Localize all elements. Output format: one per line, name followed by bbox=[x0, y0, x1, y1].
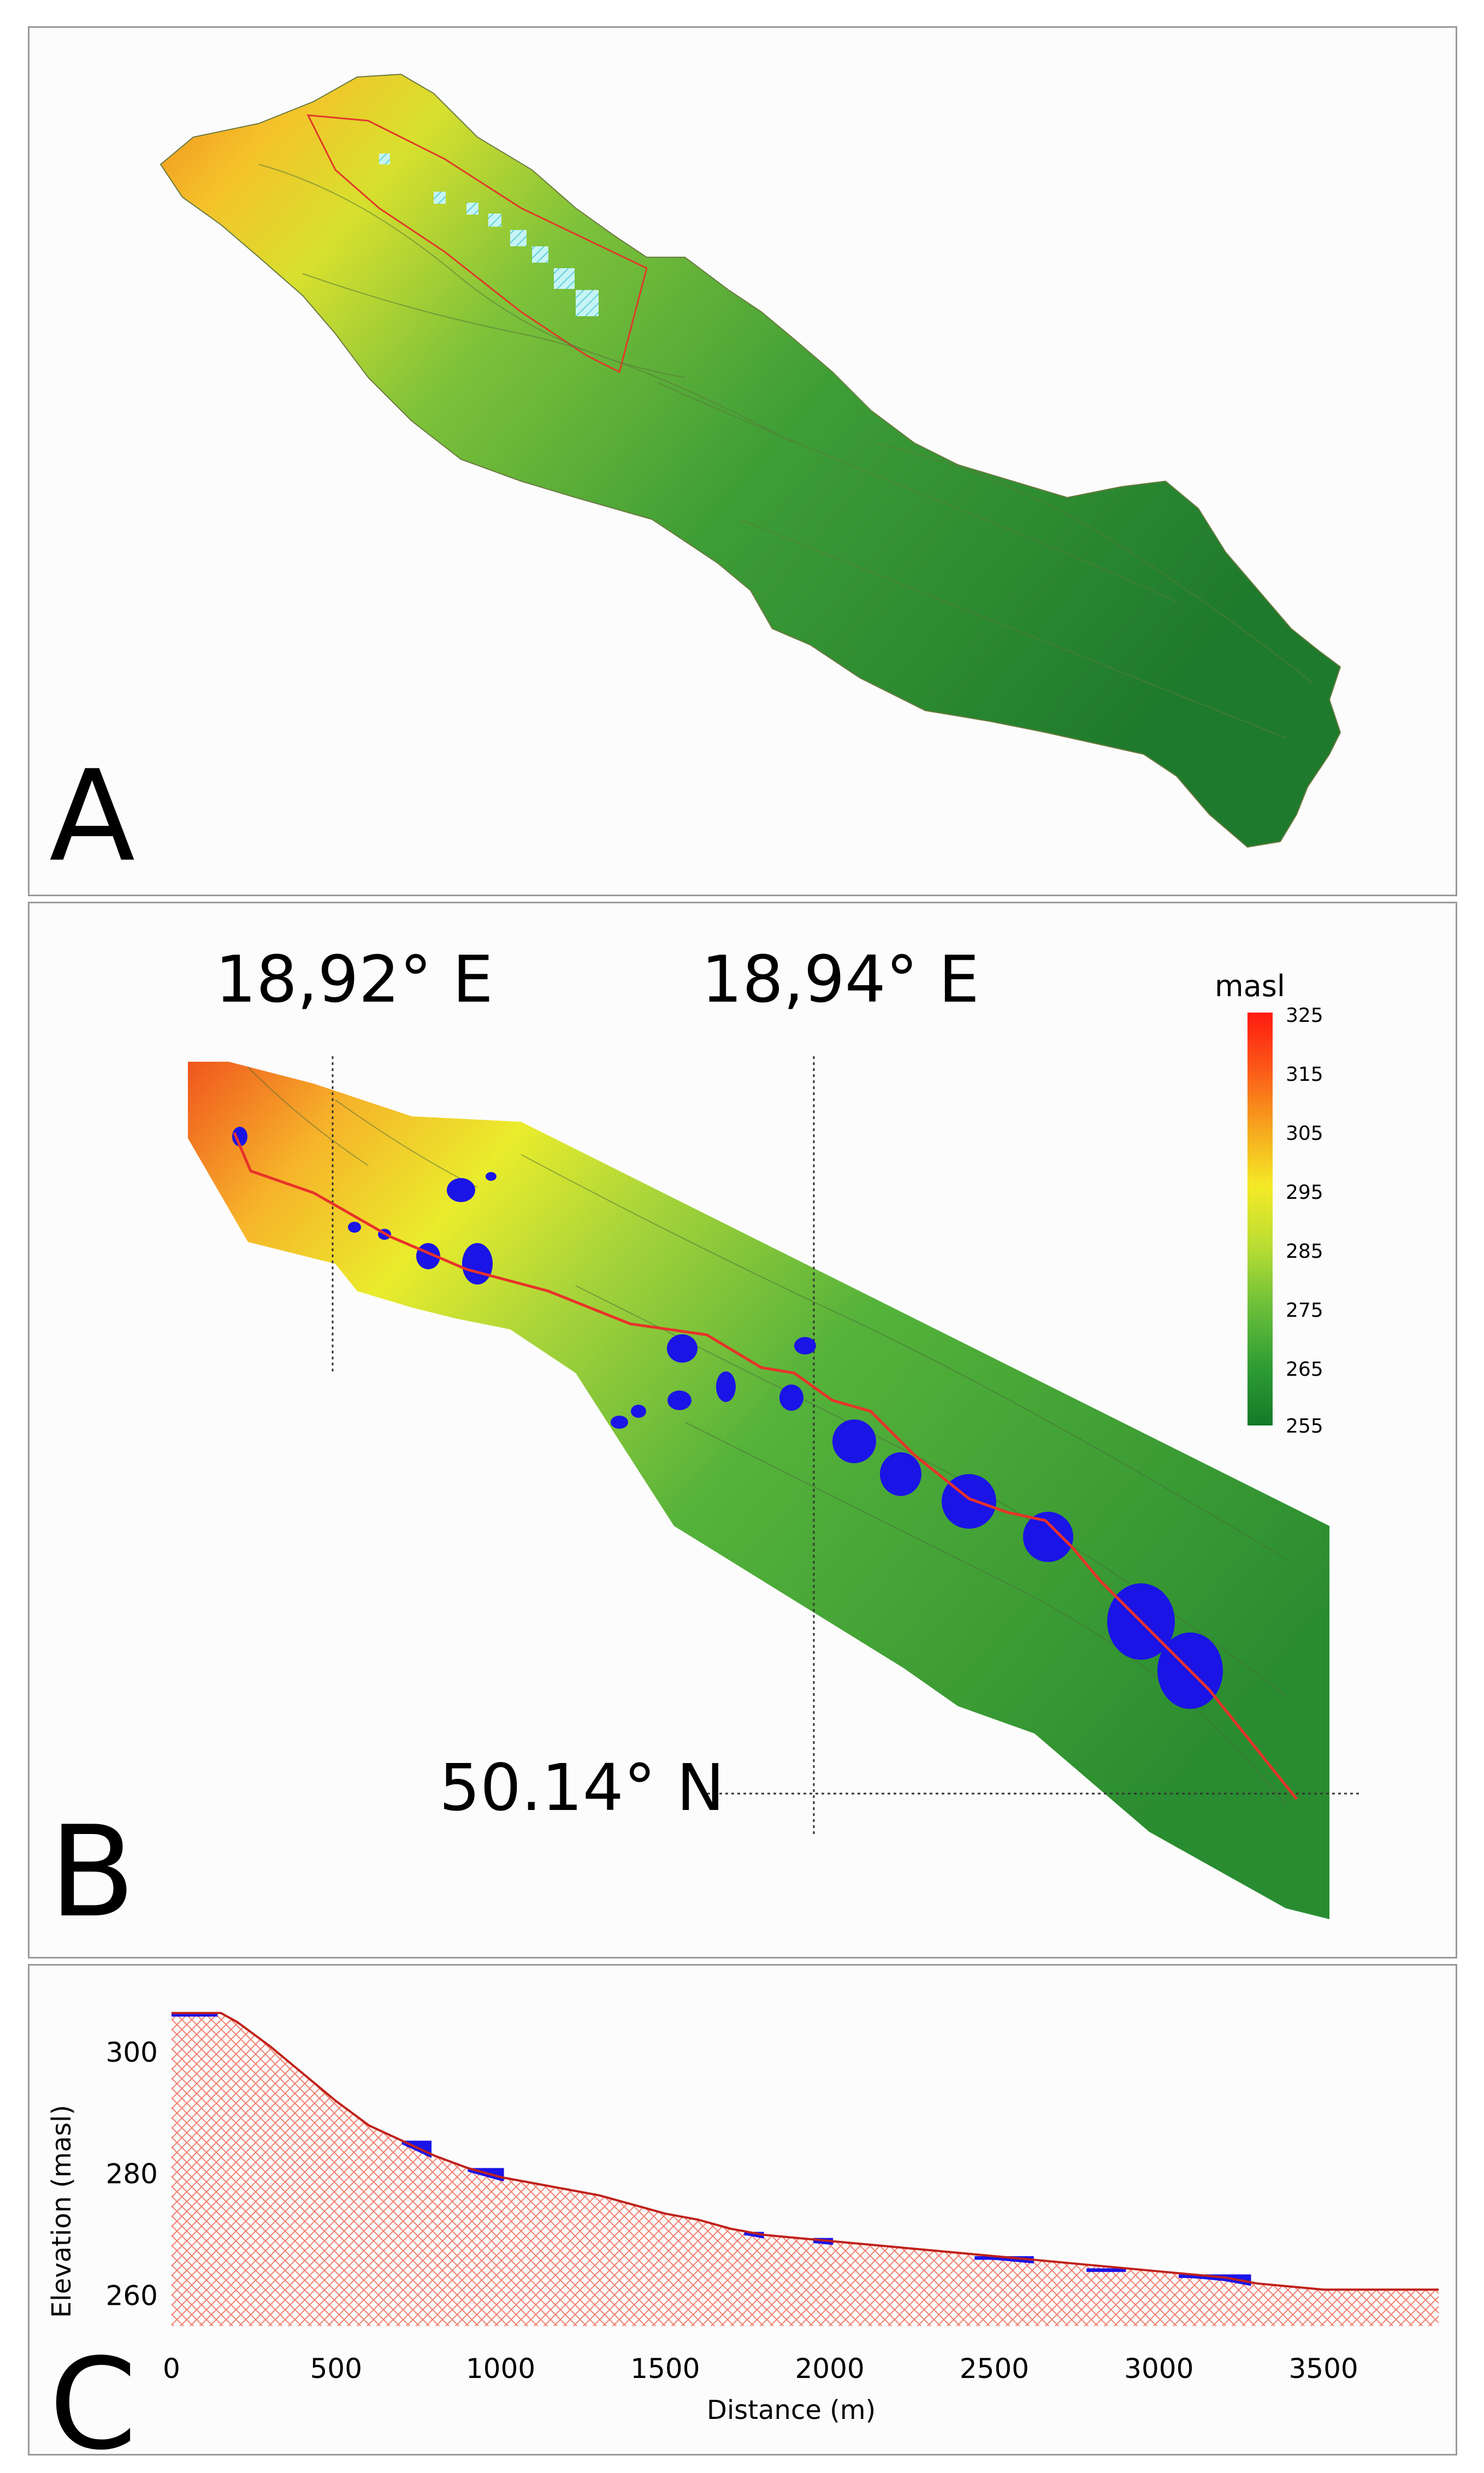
x-tick-label: 1000 bbox=[466, 2353, 535, 2385]
legend-tick: 315 bbox=[1286, 1063, 1323, 1086]
pond-marker bbox=[554, 268, 575, 289]
pond-marker bbox=[434, 192, 446, 204]
legend-tick: 295 bbox=[1286, 1181, 1323, 1204]
x-tick-label: 0 bbox=[163, 2353, 180, 2385]
legend-tick: 255 bbox=[1286, 1415, 1323, 1437]
x-tick-label: 2500 bbox=[960, 2353, 1029, 2385]
terrain-area bbox=[172, 2013, 1439, 2326]
legend-tick: 325 bbox=[1286, 1004, 1323, 1027]
pond bbox=[794, 1337, 816, 1354]
panel-a-elevation-map: A bbox=[28, 26, 1457, 896]
pond-marker bbox=[532, 246, 548, 263]
x-tick-label: 500 bbox=[310, 2353, 362, 2385]
panel-b-pond-map: 18,92° E 18,94° E 50.14° N bbox=[28, 902, 1457, 1959]
elevation-legend: masl 325 315 305 295 285 275 265 255 bbox=[1215, 969, 1323, 1437]
panel-letter-a: A bbox=[49, 744, 135, 890]
pond bbox=[667, 1334, 697, 1363]
longitude-label-1: 18,92° E bbox=[215, 942, 493, 1017]
x-tick-label: 1500 bbox=[630, 2353, 700, 2385]
pond bbox=[716, 1371, 736, 1402]
legend-tick: 265 bbox=[1286, 1358, 1323, 1381]
profile-chart: 0 500 1000 1500 2000 2500 3000 3500 260 280 300 Di… bbox=[46, 2011, 1439, 2425]
panel-c-longitudinal-profile: 0 500 1000 1500 2000 2500 3000 3500 260 280 300 Di… bbox=[28, 1964, 1457, 2456]
legend-tick: 285 bbox=[1286, 1240, 1323, 1263]
terrain-profile-line bbox=[172, 2011, 1439, 2291]
study-area bbox=[188, 1062, 1329, 1919]
panel-letter-c: C bbox=[49, 2332, 137, 2456]
legend-title: masl bbox=[1215, 969, 1285, 1003]
x-tick-label: 3500 bbox=[1288, 2353, 1358, 2385]
pond bbox=[232, 1127, 247, 1146]
pond-markers bbox=[379, 153, 599, 316]
catchment-boundary-box bbox=[306, 114, 648, 374]
pond bbox=[631, 1405, 646, 1418]
longitude-label-2: 18,94° E bbox=[701, 942, 979, 1017]
catchment-area bbox=[159, 73, 1341, 848]
pond-marker bbox=[379, 153, 390, 164]
panel-letter-b: B bbox=[49, 1800, 135, 1945]
pond-area bbox=[1178, 2274, 1251, 2286]
pond bbox=[348, 1222, 361, 1233]
x-tick-label: 3000 bbox=[1124, 2353, 1193, 2385]
pond bbox=[447, 1178, 475, 1202]
pond bbox=[486, 1172, 496, 1181]
pond bbox=[832, 1419, 876, 1463]
contour-lines bbox=[258, 164, 1314, 738]
pond-marker bbox=[466, 203, 478, 215]
panel-b-map-svg: 18,92° E 18,94° E 50.14° N bbox=[188, 942, 1362, 1919]
x-axis-title: Distance (m) bbox=[707, 2395, 876, 2425]
pond bbox=[667, 1391, 691, 1410]
profile-axes: 0 500 1000 1500 2000 2500 3000 3500 260 280 300 bbox=[106, 2037, 1358, 2385]
y-tick-label: 280 bbox=[106, 2158, 158, 2190]
profile-marks bbox=[172, 2011, 1439, 2326]
pond bbox=[611, 1416, 628, 1429]
pond bbox=[462, 1243, 493, 1285]
pond-marker bbox=[510, 230, 527, 246]
legend-tick: 275 bbox=[1286, 1299, 1323, 1322]
y-tick-label: 260 bbox=[106, 2280, 158, 2311]
legend-tick: 305 bbox=[1286, 1122, 1323, 1145]
x-tick-label: 2000 bbox=[795, 2353, 865, 2385]
ponds bbox=[232, 1127, 1223, 1709]
pond bbox=[1023, 1512, 1073, 1562]
pond-area bbox=[1086, 2268, 1126, 2272]
stream-centerline bbox=[233, 1132, 1298, 1800]
pond-marker bbox=[488, 214, 501, 227]
pond bbox=[779, 1385, 803, 1411]
y-tick-label: 300 bbox=[106, 2037, 158, 2068]
panel-a-map-svg bbox=[159, 73, 1341, 848]
legend-color-bar bbox=[1247, 1013, 1273, 1425]
latitude-label: 50.14° N bbox=[439, 1750, 725, 1825]
y-axis-title: Elevation (masl) bbox=[46, 2105, 77, 2318]
pond-marker bbox=[576, 290, 599, 316]
pond bbox=[880, 1452, 921, 1496]
